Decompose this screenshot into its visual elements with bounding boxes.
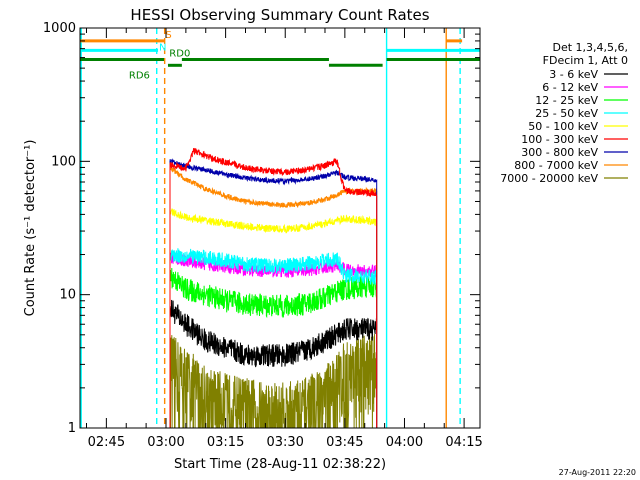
y-tick-label: 100 bbox=[51, 154, 76, 169]
x-tick-label: 03:15 bbox=[207, 435, 244, 450]
x-tick-label: 03:45 bbox=[326, 435, 363, 450]
y-tick-label: 1 bbox=[68, 421, 76, 436]
y-tick-label: 1000 bbox=[43, 21, 76, 36]
legend-item-label: 800 - 7000 keV bbox=[514, 159, 598, 172]
y-tick-label: 10 bbox=[59, 288, 76, 303]
series-line-12-25keV bbox=[169, 267, 378, 428]
legend-item-label: 7000 - 20000 keV bbox=[500, 172, 598, 185]
x-tick-label: 03:00 bbox=[147, 435, 184, 450]
legend-item-label: 300 - 800 keV bbox=[521, 146, 598, 159]
plot-frame bbox=[79, 27, 481, 429]
flag-label-S: S bbox=[165, 30, 171, 41]
legend-header: Det 1,3,4,5,6, FDecim 1, Att 0 bbox=[543, 41, 628, 67]
series-line-25-50keV bbox=[169, 248, 378, 428]
x-tick-label: 03:30 bbox=[266, 435, 303, 450]
series-line-800-7000keV bbox=[169, 164, 378, 428]
legend-header-line: FDecim 1, Att 0 bbox=[543, 54, 628, 67]
chart-title: HESSI Observing Summary Count Rates bbox=[130, 6, 429, 24]
series-line-300-800keV bbox=[169, 158, 378, 428]
flag-label-N: N bbox=[159, 42, 166, 53]
legend-header-line: Det 1,3,4,5,6, bbox=[552, 41, 628, 54]
x-tick-label: 02:45 bbox=[88, 435, 125, 450]
legend-item-label: 100 - 300 keV bbox=[521, 133, 598, 146]
series-line-50-100keV bbox=[169, 208, 378, 428]
y-axis-label-text: Count Rate (s⁻¹ detector⁻¹) bbox=[23, 140, 38, 317]
flag-label-RD0: RD0 bbox=[169, 49, 190, 60]
flag-label-RD6: RD6 bbox=[129, 70, 150, 81]
legend-item-label: 25 - 50 keV bbox=[535, 107, 598, 120]
y-axis-label: Count Rate (s⁻¹ detector⁻¹) bbox=[23, 140, 38, 317]
x-axis-label: Start Time (28-Aug-11 02:38:22) bbox=[174, 457, 386, 472]
series-line-100-300keV bbox=[169, 147, 378, 428]
x-tick-label: 04:15 bbox=[445, 435, 482, 450]
legend-item-label: 6 - 12 keV bbox=[542, 81, 598, 94]
legend-item-label: 12 - 25 keV bbox=[535, 94, 598, 107]
x-tick-label: 04:00 bbox=[386, 435, 423, 450]
series-line-3-6keV bbox=[169, 299, 378, 428]
footer-date: 27-Aug-2011 22:20 bbox=[559, 468, 636, 477]
legend-item-label: 3 - 6 keV bbox=[549, 68, 598, 81]
legend-item-label: 50 - 100 keV bbox=[528, 120, 598, 133]
